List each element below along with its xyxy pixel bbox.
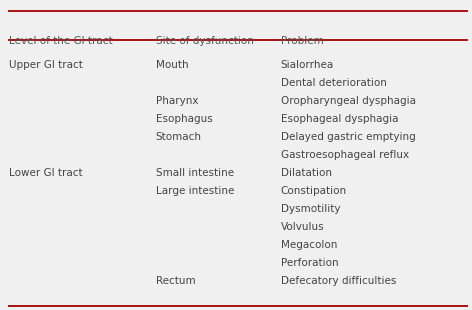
Text: Oropharyngeal dysphagia: Oropharyngeal dysphagia [281,96,416,106]
Text: Dilatation: Dilatation [281,168,332,178]
Text: Perforation: Perforation [281,258,338,268]
Text: Site of dysfunction: Site of dysfunction [156,36,253,46]
Text: Esophagus: Esophagus [156,114,212,124]
Text: Large intestine: Large intestine [156,186,234,196]
Text: Problem: Problem [281,36,324,46]
Text: Lower GI tract: Lower GI tract [9,168,83,178]
Text: Gastroesophageal reflux: Gastroesophageal reflux [281,150,409,160]
Text: Mouth: Mouth [156,60,188,70]
Text: Megacolon: Megacolon [281,240,337,250]
Text: Small intestine: Small intestine [156,168,234,178]
Text: Pharynx: Pharynx [156,96,198,106]
Text: Defecatory difficulties: Defecatory difficulties [281,276,396,286]
Text: Rectum: Rectum [156,276,195,286]
Text: Constipation: Constipation [281,186,347,196]
Text: Dysmotility: Dysmotility [281,204,340,214]
Text: Delayed gastric emptying: Delayed gastric emptying [281,132,415,142]
Text: Upper GI tract: Upper GI tract [9,60,84,70]
Text: Stomach: Stomach [156,132,202,142]
Text: Sialorrhea: Sialorrhea [281,60,334,70]
Text: Esophageal dysphagia: Esophageal dysphagia [281,114,398,124]
Text: Volvulus: Volvulus [281,222,324,232]
Text: Dental deterioration: Dental deterioration [281,78,387,88]
Text: Level of the GI tract: Level of the GI tract [9,36,113,46]
